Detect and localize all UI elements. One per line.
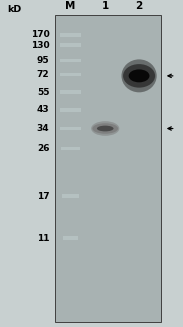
- Text: 170: 170: [31, 30, 49, 40]
- Text: M: M: [65, 1, 76, 11]
- Bar: [60, 108, 81, 112]
- Bar: [63, 236, 78, 240]
- Bar: [60, 33, 81, 37]
- Text: 34: 34: [37, 124, 49, 133]
- Bar: [61, 146, 80, 150]
- Bar: [62, 194, 79, 198]
- Ellipse shape: [122, 60, 157, 92]
- Text: 26: 26: [37, 144, 49, 153]
- Text: 55: 55: [37, 88, 49, 97]
- Ellipse shape: [91, 121, 119, 136]
- Bar: [60, 59, 81, 62]
- Ellipse shape: [92, 123, 118, 134]
- Text: 17: 17: [37, 192, 49, 201]
- Bar: [60, 90, 81, 94]
- Text: 1: 1: [102, 1, 109, 11]
- Text: kD: kD: [7, 5, 22, 14]
- Text: 43: 43: [37, 105, 49, 114]
- Ellipse shape: [129, 69, 150, 82]
- Text: 72: 72: [37, 70, 49, 79]
- Bar: [60, 127, 81, 130]
- Bar: [60, 73, 81, 76]
- Ellipse shape: [123, 64, 155, 88]
- Bar: [60, 43, 81, 47]
- Text: 2: 2: [135, 1, 143, 11]
- Text: 130: 130: [31, 41, 49, 50]
- Ellipse shape: [97, 126, 113, 131]
- Text: 95: 95: [37, 56, 49, 65]
- Bar: [55, 15, 161, 322]
- Text: 11: 11: [37, 233, 49, 243]
